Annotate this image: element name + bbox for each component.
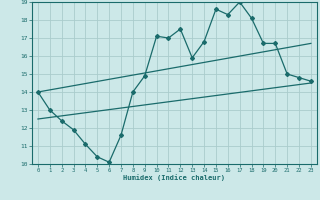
X-axis label: Humidex (Indice chaleur): Humidex (Indice chaleur) — [124, 175, 225, 181]
